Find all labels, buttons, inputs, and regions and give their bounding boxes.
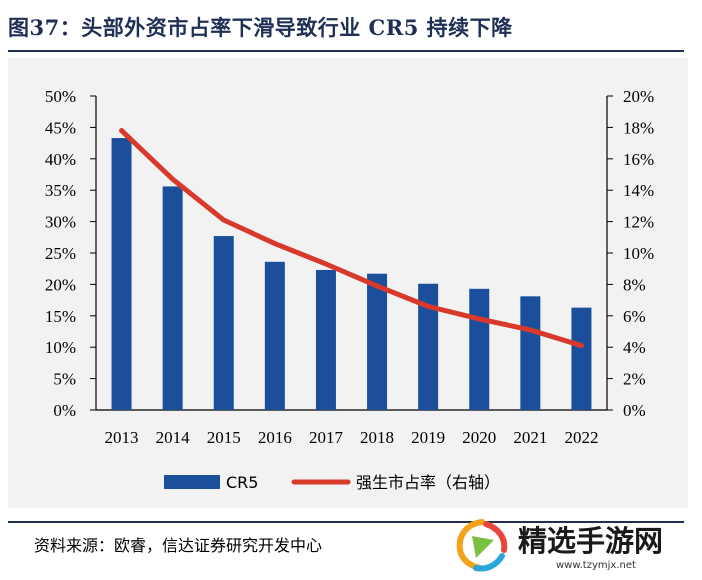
y-left-tick-label: 25% (45, 244, 76, 263)
bar-cr5 (367, 273, 388, 410)
y-right-tick-label: 0% (623, 401, 646, 420)
legend-label-cr5: CR5 (226, 473, 258, 492)
x-tick-label: 2021 (513, 428, 547, 447)
x-tick-label: 2013 (105, 428, 139, 447)
footer-divider (8, 521, 684, 523)
x-tick-label: 2014 (156, 428, 191, 447)
line-jnj-share (119, 128, 584, 349)
x-tick-label: 2017 (309, 428, 344, 447)
x-tick-label: 2016 (258, 428, 292, 447)
y-left-tick-label: 15% (45, 307, 76, 326)
watermark-url: www.tzymjx.net (556, 560, 636, 571)
y-left-tick-label: 50% (45, 87, 76, 106)
bar-cr5 (418, 283, 439, 410)
chart-title: 图37：头部外资市占率下滑导致行业 CR5 持续下降 (8, 15, 513, 40)
bar-cr5 (213, 236, 234, 410)
watermark-name: 精选手游网 (518, 524, 664, 558)
y-left-tick-label: 40% (45, 150, 76, 169)
bar-cr5 (111, 138, 132, 411)
y-right-tick-label: 12% (623, 213, 654, 232)
y-left-tick-label: 0% (53, 401, 76, 420)
x-tick-label: 2022 (564, 428, 598, 447)
watermark: 精选手游网 www.tzymjx.net (452, 512, 700, 578)
legend-swatch-cr5 (164, 475, 220, 489)
y-left-tick-label: 10% (45, 338, 76, 357)
legend-label-jnj: 强生市占率（右轴） (356, 473, 500, 492)
bar-cr5 (315, 269, 336, 410)
x-tick-label: 2015 (207, 428, 241, 447)
y-right-tick-label: 2% (623, 370, 646, 389)
y-left-tick-label: 35% (45, 181, 76, 200)
y-left-tick-label: 20% (45, 275, 76, 294)
y-left-tick-label: 30% (45, 213, 76, 232)
y-right-tick-label: 18% (623, 118, 654, 137)
y-right-tick-label: 8% (623, 275, 646, 294)
y-right-tick-label: 14% (623, 181, 654, 200)
y-right-tick-label: 4% (623, 338, 646, 357)
y-right-tick-label: 6% (623, 307, 646, 326)
x-tick-label: 2018 (360, 428, 394, 447)
y-right-tick-label: 16% (623, 150, 654, 169)
title-divider (8, 50, 684, 52)
watermark-logo-icon (456, 519, 508, 572)
x-tick-label: 2020 (462, 428, 496, 447)
bar-cr5 (264, 261, 285, 410)
y-right-tick-label: 20% (623, 87, 654, 106)
y-left-tick-label: 5% (53, 370, 76, 389)
bar-cr5 (520, 296, 541, 410)
bar-cr5 (571, 307, 592, 410)
y-left-tick-label: 45% (45, 118, 76, 137)
source-note: 资料来源：欧睿，信达证券研究开发中心 (34, 536, 323, 555)
x-tick-label: 2019 (411, 428, 445, 447)
bar-cr5 (469, 288, 490, 410)
bar-cr5 (162, 186, 183, 410)
y-right-tick-label: 10% (623, 244, 654, 263)
